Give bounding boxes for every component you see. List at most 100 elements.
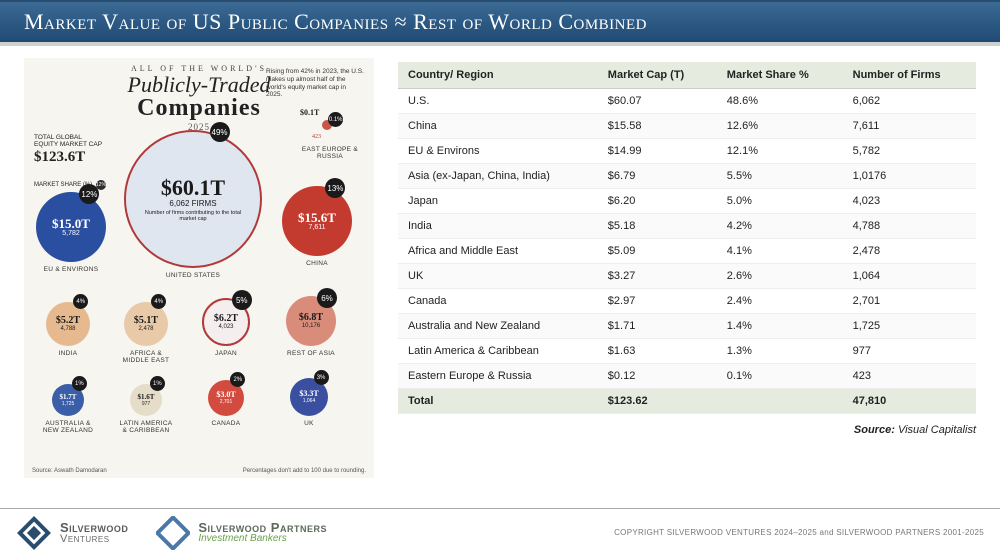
table-cell: Africa and Middle East (398, 239, 598, 264)
bubble-label-roa: REST OF ASIA (280, 350, 342, 357)
col-header: Country/ Region (398, 62, 598, 89)
table-row: India$5.184.2%4,788 (398, 214, 976, 239)
market-cap-table: Country/ RegionMarket Cap (T)Market Shar… (398, 62, 976, 414)
bubble-value: $0.1T (300, 108, 319, 117)
ig-blurb: Rising from 42% in 2023, the U.S. makes … (266, 68, 364, 99)
table-cell: $0.12 (598, 364, 717, 389)
table-source: Source: Visual Capitalist (398, 424, 976, 436)
table-cell: $3.27 (598, 264, 717, 289)
table-cell: Latin America & Caribbean (398, 339, 598, 364)
bubble-firms: 1,725 (62, 401, 75, 407)
col-header: Market Share % (717, 62, 843, 89)
bubble-label-canada: CANADA (198, 420, 254, 427)
bubble-value: $5.2T (56, 316, 80, 326)
bubble-badge-canada: 2% (230, 372, 245, 387)
table-row: Asia (ex-Japan, China, India)$6.795.5%1,… (398, 164, 976, 189)
bubble-label-latam: LATIN AMERICA & CARIBBEAN (118, 420, 174, 434)
ig-total-label: TOTAL GLOBAL EQUITY MARKET CAP (34, 134, 102, 148)
table-cell: 423 (843, 364, 976, 389)
table-cell: 12.6% (717, 114, 843, 139)
table-cell: 2.6% (717, 264, 843, 289)
table-cell: 5.0% (717, 189, 843, 214)
bubble-firms: 7,611 (309, 224, 326, 231)
footer: Silverwood Ventures Silverwood Partners … (0, 508, 1000, 556)
table-cell: 7,611 (843, 114, 976, 139)
bubble-value: $3.0T (216, 391, 235, 399)
ig-total-value: $123.6T (34, 150, 104, 165)
logo1-line2: Ventures (60, 534, 128, 545)
table-cell: Japan (398, 189, 598, 214)
table-cell: 1,725 (843, 314, 976, 339)
col-header: Market Cap (T) (598, 62, 717, 89)
table-row: Australia and New Zealand$1.711.4%1,725 (398, 314, 976, 339)
logo-silverwood-partners: Silverwood Partners Investment Bankers (156, 516, 327, 550)
bubble-value: $5.1T (134, 316, 158, 326)
table-cell: UK (398, 264, 598, 289)
logo1-text: Silverwood Ventures (60, 521, 128, 545)
bubble-india: $5.2T4,788 (46, 302, 90, 346)
table-cell: India (398, 214, 598, 239)
table-cell: 0.1% (717, 364, 843, 389)
bubble-firms: 6,062 FIRMS (169, 199, 216, 208)
logo-silverwood-ventures: Silverwood Ventures (16, 515, 128, 551)
diamond-icon (16, 515, 52, 551)
bubble-firms: 977 (142, 401, 150, 407)
bubble-label-us: UNITED STATES (118, 272, 268, 279)
table-cell: EU & Environs (398, 139, 598, 164)
table-row: Eastern Europe & Russia$0.120.1%423 (398, 364, 976, 389)
infographic-panel: ALL OF THE WORLD'S Publicly-Traded Compa… (24, 58, 374, 478)
bubble-us: $60.1T6,062 FIRMSNumber of firms contrib… (124, 130, 262, 268)
table-row: UK$3.272.6%1,064 (398, 264, 976, 289)
bubble-value: $15.6T (298, 211, 336, 224)
table-cell: 4.2% (717, 214, 843, 239)
table-cell: 2.4% (717, 289, 843, 314)
table-cell: 4.1% (717, 239, 843, 264)
table-cell: 977 (843, 339, 976, 364)
table-cell: 4,023 (843, 189, 976, 214)
bubble-badge-uk: 3% (314, 370, 329, 385)
bubble-badge-us: 49% (210, 122, 230, 142)
table-cell: $1.63 (598, 339, 717, 364)
bubble-value: $1.6T (138, 394, 155, 401)
table-cell: China (398, 114, 598, 139)
bubble-firms: 1,064 (303, 398, 316, 404)
table-cell: Eastern Europe & Russia (398, 364, 598, 389)
table-cell (717, 389, 843, 414)
table-cell: 12.1% (717, 139, 843, 164)
bubble-badge-china: 13% (325, 178, 345, 198)
bubble-badge-japan: 5% (232, 290, 252, 310)
bubble-label-anz: AUSTRALIA & NEW ZEALAND (40, 420, 96, 434)
bubble-firms: 5,782 (62, 230, 80, 237)
table-cell: $60.07 (598, 89, 717, 114)
table-row: Japan$6.205.0%4,023 (398, 189, 976, 214)
table-cell: 5.5% (717, 164, 843, 189)
table-cell: 2,478 (843, 239, 976, 264)
table-cell: 1,0176 (843, 164, 976, 189)
bubble-value: $3.3T (299, 390, 318, 398)
bubble-label-japan: JAPAN (196, 350, 256, 357)
bubble-firms: 2,478 (138, 326, 153, 332)
table-row: China$15.5812.6%7,611 (398, 114, 976, 139)
table-cell: 1.3% (717, 339, 843, 364)
bubble-firms: 4,023 (218, 324, 233, 330)
bubble-badge-eu: 12% (79, 184, 99, 204)
bubble-value: $6.8T (299, 313, 323, 323)
bubble-firms: 423 (312, 134, 321, 140)
bubble-eu: $15.0T5,782 (36, 192, 106, 262)
table-total-row: Total$123.6247,810 (398, 389, 976, 414)
table-row: Latin America & Caribbean$1.631.3%977 (398, 339, 976, 364)
bubble-firms: 2,701 (220, 399, 233, 405)
bubble-badge-latam: 1% (150, 376, 165, 391)
table-cell: $14.99 (598, 139, 717, 164)
table-row: U.S.$60.0748.6%6,062 (398, 89, 976, 114)
ig-total: TOTAL GLOBAL EQUITY MARKET CAP $123.6T (34, 134, 104, 165)
table-cell: Australia and New Zealand (398, 314, 598, 339)
logo2-text: Silverwood Partners Investment Bankers (198, 521, 327, 544)
table-cell: 5,782 (843, 139, 976, 164)
ig-foot-note: Percentages don't add to 100 due to roun… (243, 468, 366, 474)
table-cell: $6.20 (598, 189, 717, 214)
table-cell: $1.71 (598, 314, 717, 339)
copyright: COPYRIGHT SILVERWOOD VENTURES 2024–2025 … (614, 528, 984, 537)
bubble-label-china: CHINA (276, 260, 358, 267)
bubble-label-eerussia: EAST EUROPE & RUSSIA (300, 146, 360, 160)
